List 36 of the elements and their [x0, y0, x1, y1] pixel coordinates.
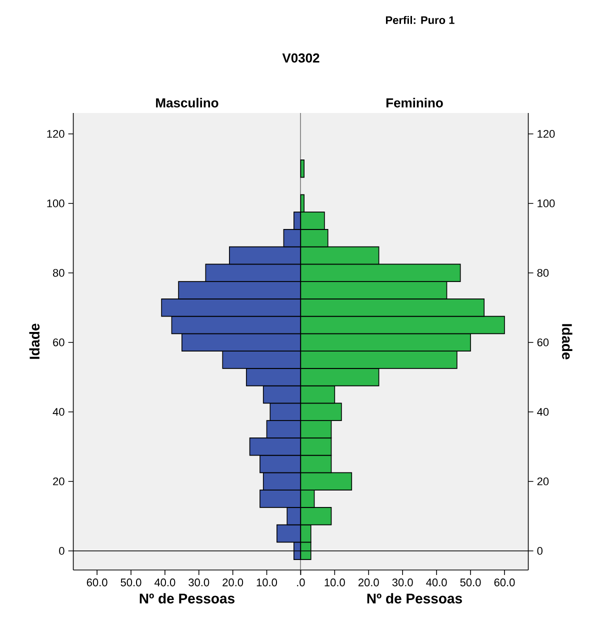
bar [300, 160, 304, 178]
y-tick-label: 120 [47, 130, 64, 138]
y-tick-label: 100 [47, 199, 64, 208]
y-tick-label: 80 [52, 268, 64, 277]
chart-subtitle: Perfil: Puro 1 [386, 16, 454, 24]
chart-title: V0302 [282, 53, 320, 63]
x-tick-label: 50.0 [120, 578, 142, 586]
y-tick-label: 100 [538, 199, 555, 208]
text: Feminino [386, 98, 443, 108]
text: Masculino [156, 98, 218, 108]
y-tick-label: 20 [537, 477, 549, 486]
x-tick-label: 10.0 [324, 578, 345, 586]
x-axis-title: Nº de Pessoas [140, 593, 234, 604]
y-tick-label: 40 [537, 408, 549, 416]
x-tick-label: 50.0 [460, 578, 481, 586]
y-tick-label: 80 [537, 268, 549, 277]
x-tick-label: 20.0 [222, 578, 244, 586]
x-tick-label: 60.0 [494, 578, 515, 586]
y-tick-label: 120 [538, 130, 555, 138]
x-tick-label: 30.0 [392, 578, 413, 586]
y-tick-label: 60 [537, 338, 549, 346]
y-tick-label: 20 [53, 477, 64, 486]
x-tick-label: 40.0 [154, 578, 176, 586]
x-tick-label: 30.0 [188, 578, 210, 586]
y-tick-label: 0 [59, 547, 64, 555]
y-tick-label: 40 [52, 408, 64, 416]
y-axis-title: Idade [29, 324, 40, 359]
x-tick-label: 10.0 [256, 578, 278, 586]
x-tick-label: .0 [297, 578, 305, 586]
x-tick-label: 60.0 [86, 578, 108, 586]
x-tick-label: 20.0 [358, 578, 379, 586]
y-tick-label: 60 [53, 338, 64, 346]
x-axis-title: Nº de Pessoas [367, 593, 462, 604]
y-axis-title: Idade [562, 324, 572, 360]
x-tick-label: 40.0 [426, 578, 447, 586]
y-tick-label: 0 [537, 547, 542, 555]
